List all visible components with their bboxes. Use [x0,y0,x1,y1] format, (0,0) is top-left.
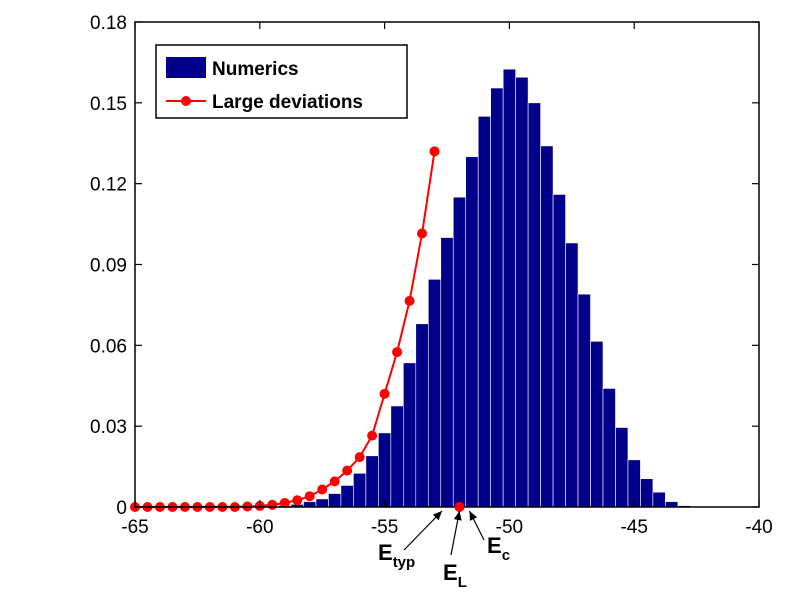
large-deviations-point [267,499,278,510]
annotation-label-e-l: EL [443,560,467,591]
numerics-bar [390,405,404,508]
numerics-bar [552,194,566,508]
numerics-bars [278,68,691,508]
numerics-bar [477,116,491,508]
legend: Numerics Large deviations [155,44,408,119]
numerics-bar [515,76,529,508]
x-tick-label: -40 [745,517,772,538]
e-l-marker [454,502,465,512]
y-tick-label: 0.15 [90,94,127,115]
numerics-bar [427,279,442,508]
numerics-bar [640,478,654,508]
numerics-bar [403,362,417,508]
large-deviations-point [304,491,315,502]
numerics-bar [602,388,616,508]
large-deviations-point [292,495,303,506]
large-deviations-point [379,388,390,399]
large-deviations-series [130,146,440,512]
x-tick-label: -65 [121,517,148,538]
annotation-arrowhead [453,511,462,521]
numerics-bar [565,242,579,508]
annotation-arrowhead [432,511,443,521]
numerics-bar [365,455,379,508]
legend-numerics-swatch [166,57,206,78]
numerics-bar [627,459,641,508]
x-tick-label: -50 [496,517,523,538]
large-deviations-point [404,295,415,306]
large-deviations-point [317,484,328,495]
numerics-bar [527,102,541,508]
y-tick-label: 0.18 [90,13,127,34]
large-deviations-point [417,228,428,239]
numerics-bar [315,498,329,508]
numerics-bar [615,427,629,508]
numerics-bar [353,473,367,508]
y-tick-label: 0.09 [90,256,127,277]
numerics-bar [340,485,354,508]
large-deviations-point [354,452,365,463]
y-tick-label: 0.03 [90,417,127,438]
numerics-bar [440,237,454,508]
numerics-bar [665,501,679,508]
axis-ticks: -65 -60 -55 -50 -45 -40 0 0.03 0.06 0.09 0.12 0.15 0… [90,13,773,538]
legend-large-deviations-label: Large deviations [212,92,363,113]
numerics-bar [378,432,392,508]
numerics-bar [577,293,591,508]
large-deviations-point [392,347,403,358]
numerics-bar [652,491,666,508]
large-deviations-point [367,430,378,441]
x-tick-label: -55 [371,517,398,538]
numerics-bar [502,68,516,508]
y-tick-label: 0.06 [90,336,127,357]
large-deviations-point [429,146,440,157]
numerics-bar [540,145,554,508]
legend-large-deviations-marker [181,96,191,106]
numerics-bar [590,340,604,508]
x-tick-label: -45 [620,517,647,538]
large-deviations-point [279,497,290,508]
numerics-bar [415,323,429,508]
legend-numerics-label: Numerics [212,59,299,80]
numerics-bar [328,493,342,508]
numerics-bar [303,501,317,508]
numerics-bar [490,87,504,508]
numerics-bar [465,156,479,508]
y-tick-label: 0.12 [90,175,127,196]
large-deviations-point [329,476,340,487]
y-tick-label: 0 [116,498,127,519]
x-tick-label: -60 [246,517,273,538]
large-deviations-point [342,465,353,476]
annotation-arrow [403,510,443,551]
numerics-bar [452,196,467,508]
annotation-arrowhead [469,511,478,521]
